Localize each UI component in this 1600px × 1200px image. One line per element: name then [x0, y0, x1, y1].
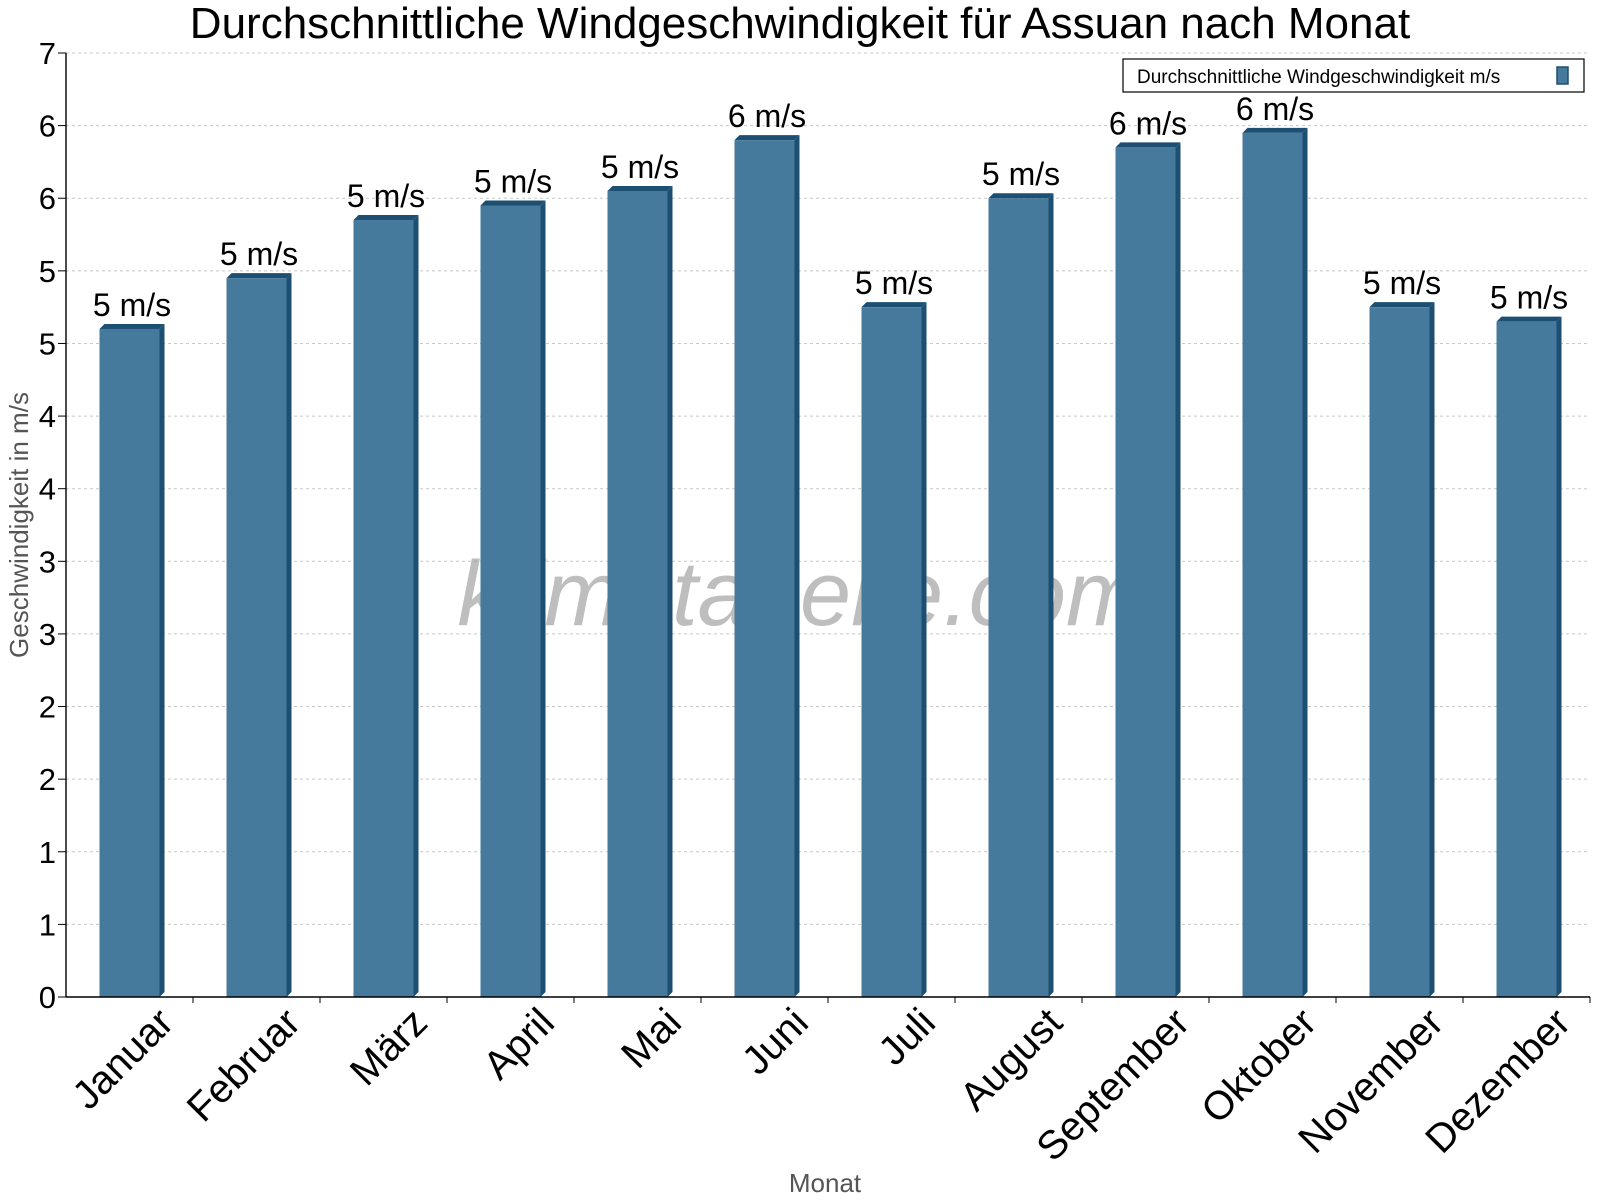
bar-face: [607, 190, 668, 997]
y-tick-label: 7: [39, 36, 56, 71]
x-tick-label: Januar: [64, 1000, 182, 1118]
y-tick-label: 5: [39, 254, 56, 289]
y-tick-label: 4: [39, 472, 56, 507]
bar-side: [1429, 302, 1435, 998]
y-tick-label: 3: [39, 617, 56, 652]
bar-face: [988, 198, 1049, 997]
data-label: 5 m/s: [1490, 280, 1568, 316]
bar: [480, 200, 546, 997]
data-label: 6 m/s: [1109, 105, 1187, 141]
bar-top: [1496, 316, 1562, 322]
bar-top: [734, 135, 800, 141]
x-tick-label: Oktober: [1193, 1000, 1325, 1132]
bar-top: [99, 323, 165, 329]
bar-face: [99, 328, 160, 997]
bar: [861, 302, 927, 998]
x-tick-label: Februar: [179, 1000, 309, 1130]
bar-side: [286, 273, 292, 998]
data-label: 6 m/s: [1236, 91, 1314, 127]
y-tick-label: 2: [39, 690, 56, 725]
bar-face: [1115, 147, 1176, 997]
data-label: 5 m/s: [474, 163, 552, 199]
y-tick-label: 1: [39, 907, 56, 942]
bar-side: [1048, 193, 1054, 997]
bar: [226, 273, 292, 998]
x-tick-label: Juli: [870, 1000, 944, 1074]
bar-top: [226, 273, 292, 279]
bar-side: [413, 215, 419, 997]
bar: [99, 323, 165, 997]
bar-top: [480, 200, 546, 206]
y-tick-label: 4: [39, 399, 56, 434]
legend-swatch: [1556, 66, 1569, 85]
y-tick-label: 1: [39, 835, 56, 870]
bar-top: [1369, 302, 1435, 308]
data-labels: 5 m/s 5 m/s 5 m/s 5 m/s 5 m/s 6 m/s 5 m/s 5 m/s…: [93, 91, 1568, 323]
y-tick-label: 2: [39, 762, 56, 797]
legend-box: [1122, 58, 1585, 93]
bar: [1496, 316, 1562, 998]
legend: Durchschnittliche Windgeschwindigkeit m/…: [1122, 58, 1585, 93]
x-tick-label: Juni: [734, 1000, 817, 1083]
bar-top: [988, 193, 1054, 199]
bar: [353, 215, 419, 997]
axes: [65, 53, 1590, 998]
bars: [99, 127, 1562, 998]
bar-top: [1242, 127, 1308, 133]
data-label: 5 m/s: [220, 236, 298, 272]
bar-face: [1496, 321, 1557, 998]
data-label: 5 m/s: [347, 178, 425, 214]
x-tick-label: August: [952, 1000, 1071, 1119]
bar: [1369, 302, 1435, 998]
x-axis-title: Monat: [789, 1168, 862, 1198]
data-label: 6 m/s: [728, 98, 806, 134]
x-tick-label: März: [342, 1000, 436, 1094]
bar-face: [353, 220, 414, 997]
bar-face: [734, 140, 795, 998]
bar: [988, 193, 1054, 997]
bar: [1242, 127, 1308, 997]
bar-side: [1175, 142, 1181, 997]
y-tick-label: 6: [39, 181, 56, 216]
y-axis-ticks: 0 1 1 2 2 3 3 4 4 5 5 6 6 7: [39, 36, 66, 1015]
data-label: 5 m/s: [601, 149, 679, 185]
bar-side: [667, 185, 673, 997]
bar-side: [1556, 316, 1562, 998]
data-label: 5 m/s: [855, 265, 933, 301]
x-tick-label: April: [475, 1000, 563, 1088]
bar-face: [1242, 132, 1303, 997]
legend-label: Durchschnittliche Windgeschwindigkeit m/…: [1137, 67, 1500, 88]
bar-side: [540, 200, 546, 997]
bar-face: [226, 278, 287, 998]
y-tick-label: 5: [39, 326, 56, 361]
bar-face: [861, 307, 922, 998]
data-label: 5 m/s: [1363, 265, 1441, 301]
bar-face: [480, 205, 541, 997]
bar: [607, 185, 673, 997]
bar-side: [921, 302, 927, 998]
y-tick-label: 6: [39, 109, 56, 144]
bar-side: [794, 135, 800, 998]
grid-lines: [66, 52, 1590, 925]
bar-top: [1115, 142, 1181, 148]
chart-title: Durchschnittliche Windgeschwindigkeit fü…: [190, 0, 1410, 48]
data-label: 5 m/s: [93, 287, 171, 323]
x-tick-label: Mai: [613, 1000, 690, 1077]
bar-face: [1369, 307, 1430, 998]
bar-side: [159, 323, 165, 997]
bar-top: [353, 215, 419, 221]
bar-top: [861, 302, 927, 308]
data-label: 5 m/s: [982, 156, 1060, 192]
bar: [734, 135, 800, 998]
y-axis-title: Geschwindigkeit in m/s: [4, 392, 34, 658]
y-tick-label: 3: [39, 544, 56, 579]
bar: [1115, 142, 1181, 997]
bar-side: [1302, 127, 1308, 997]
bar-top: [607, 185, 673, 191]
y-tick-label: 0: [39, 980, 56, 1015]
